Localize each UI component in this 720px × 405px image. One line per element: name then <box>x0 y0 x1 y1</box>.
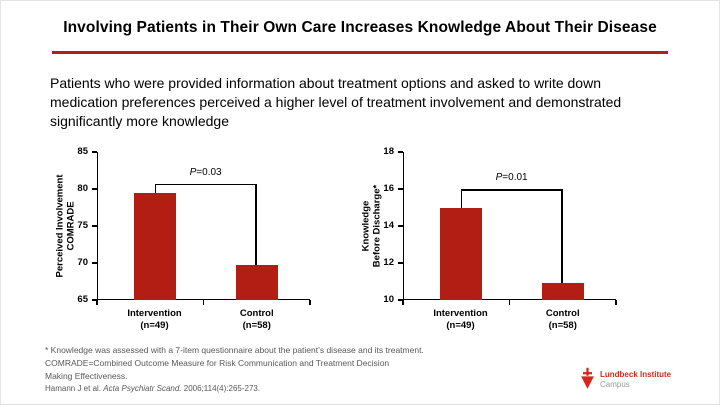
bracket-left-arm <box>460 189 462 208</box>
y-tick-label: 65 <box>77 294 88 305</box>
citation-authors: Hamann J et al. <box>45 383 104 393</box>
intro-paragraph: Patients who were provided information a… <box>50 75 622 129</box>
logo-title: Lundbeck Institute <box>600 369 672 379</box>
p-value-label: P=0.01 <box>495 172 528 183</box>
y-tick-mark <box>92 188 97 190</box>
y-tick-label: 80 <box>77 183 88 194</box>
bar-intervention <box>133 192 176 300</box>
bracket-left-arm <box>154 183 156 193</box>
footnotes: * Knowledge was assessed with a 7-item q… <box>45 344 525 396</box>
y-tick-mark <box>92 151 97 153</box>
x-tick-mark <box>508 300 511 305</box>
slide-title: Involving Patients in Their Own Care Inc… <box>63 19 657 36</box>
x-category-label: Intervention (n=49) <box>433 308 488 331</box>
y-tick-mark <box>398 299 403 301</box>
x-tick-mark <box>96 300 98 305</box>
y-tick-label: 70 <box>77 257 88 268</box>
y-tick-mark <box>398 262 403 264</box>
x-tick-mark <box>615 300 617 305</box>
y-tick-mark <box>398 225 403 227</box>
y-tick-label: 12 <box>383 257 394 268</box>
footnote-line-3: Making Effectiveness. <box>45 370 128 381</box>
y-tick-label: 10 <box>383 294 394 305</box>
y-tick-mark <box>92 262 97 264</box>
x-category-label: Control (n=58) <box>239 308 274 331</box>
title-underline <box>52 51 668 54</box>
x-category-label: Control (n=58) <box>545 308 580 331</box>
bar-control <box>235 265 278 300</box>
plot-area <box>403 152 616 300</box>
x-tick-mark <box>309 300 311 305</box>
y-tick-label: 16 <box>383 183 394 194</box>
plot-area <box>97 152 310 300</box>
citation-journal: Acta Psychiatr Scand. <box>103 383 182 393</box>
bracket-right-arm <box>561 189 563 284</box>
significance-bracket <box>460 189 563 191</box>
footnote-line-2: COMRADE=Combined Outcome Measure for Ris… <box>45 357 390 368</box>
y-tick-mark <box>92 225 97 227</box>
x-category-label: Intervention (n=49) <box>127 308 182 331</box>
footnote-line-1: * Knowledge was assessed with a 7-item q… <box>45 345 424 355</box>
chart-knowledge-before-discharge: Knowledge Before Discharge* 10 12 14 16 18 P=0.… <box>346 146 646 346</box>
p-value-label: P=0.03 <box>189 166 222 178</box>
lundbeck-star-icon <box>581 367 594 389</box>
y-tick-label: 18 <box>383 146 394 157</box>
significance-bracket <box>154 183 257 186</box>
logo-subtitle: Campus <box>600 379 630 389</box>
citation-details: 2006;114(4):265-273. <box>181 383 261 393</box>
lundbeck-logo: Lundbeck Institute Campus <box>580 367 671 391</box>
y-tick-mark <box>398 188 403 190</box>
x-tick-mark <box>202 300 205 305</box>
x-tick-mark <box>402 300 404 305</box>
chart-perceived-involvement: Perceived Involvement COMRADE 65 70 75 80 85 P=… <box>40 146 340 346</box>
citation: Hamann J et al. Acta Psychiatr Scand. 20… <box>45 383 525 396</box>
y-tick-mark <box>398 151 403 153</box>
bar-intervention <box>439 207 482 300</box>
logo-text: Lundbeck Institute Campus <box>600 370 671 389</box>
y-tick-label: 75 <box>77 220 88 231</box>
y-tick-label: 14 <box>383 220 394 231</box>
bracket-right-arm <box>255 183 257 266</box>
y-tick-mark <box>92 299 97 301</box>
y-tick-label: 85 <box>77 146 88 157</box>
bar-control <box>541 283 584 300</box>
